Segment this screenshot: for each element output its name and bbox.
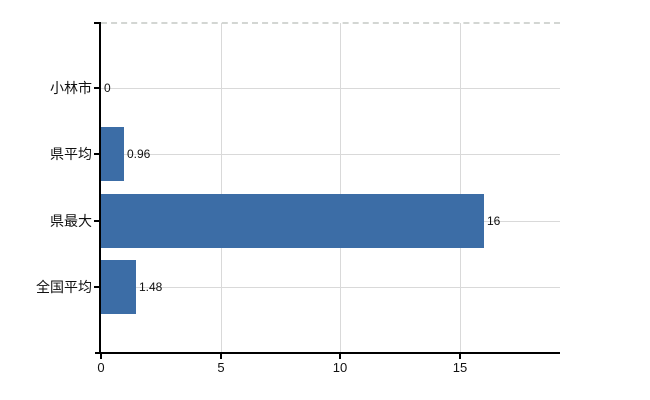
chart-bar — [101, 260, 136, 314]
value-label: 1.48 — [139, 280, 163, 294]
y-axis-tick — [94, 153, 101, 155]
x-axis-tick — [100, 354, 102, 359]
h-gridline — [101, 88, 560, 89]
v-gridline — [460, 23, 461, 353]
x-axis-tick — [339, 354, 341, 359]
h-gridline — [101, 287, 560, 288]
x-tick-label: 15 — [452, 360, 468, 375]
h-gridline — [101, 154, 560, 155]
v-gridline — [340, 23, 341, 353]
x-tick-label: 10 — [332, 360, 348, 375]
x-axis-tick — [220, 354, 222, 359]
y-axis-tick — [94, 87, 101, 89]
v-gridline — [221, 23, 222, 353]
x-tick-label: 0 — [97, 360, 105, 375]
plot-top-border — [101, 22, 560, 24]
y-axis-line — [99, 22, 101, 354]
chart-bar — [101, 194, 484, 248]
chart-bar — [101, 127, 124, 181]
value-label: 0 — [104, 81, 111, 95]
category-label: 全国平均 — [36, 279, 92, 295]
x-axis-tick — [459, 354, 461, 359]
value-label: 0.96 — [127, 147, 151, 161]
category-label: 県最大 — [50, 213, 92, 229]
value-label: 16 — [487, 214, 501, 228]
y-axis-tick — [94, 220, 101, 222]
x-tick-label: 5 — [217, 360, 225, 375]
category-label: 小林市 — [50, 80, 92, 96]
y-axis-top-tick — [94, 22, 101, 24]
category-label: 県平均 — [50, 146, 92, 162]
x-axis-line — [95, 352, 560, 354]
y-axis-tick — [94, 286, 101, 288]
